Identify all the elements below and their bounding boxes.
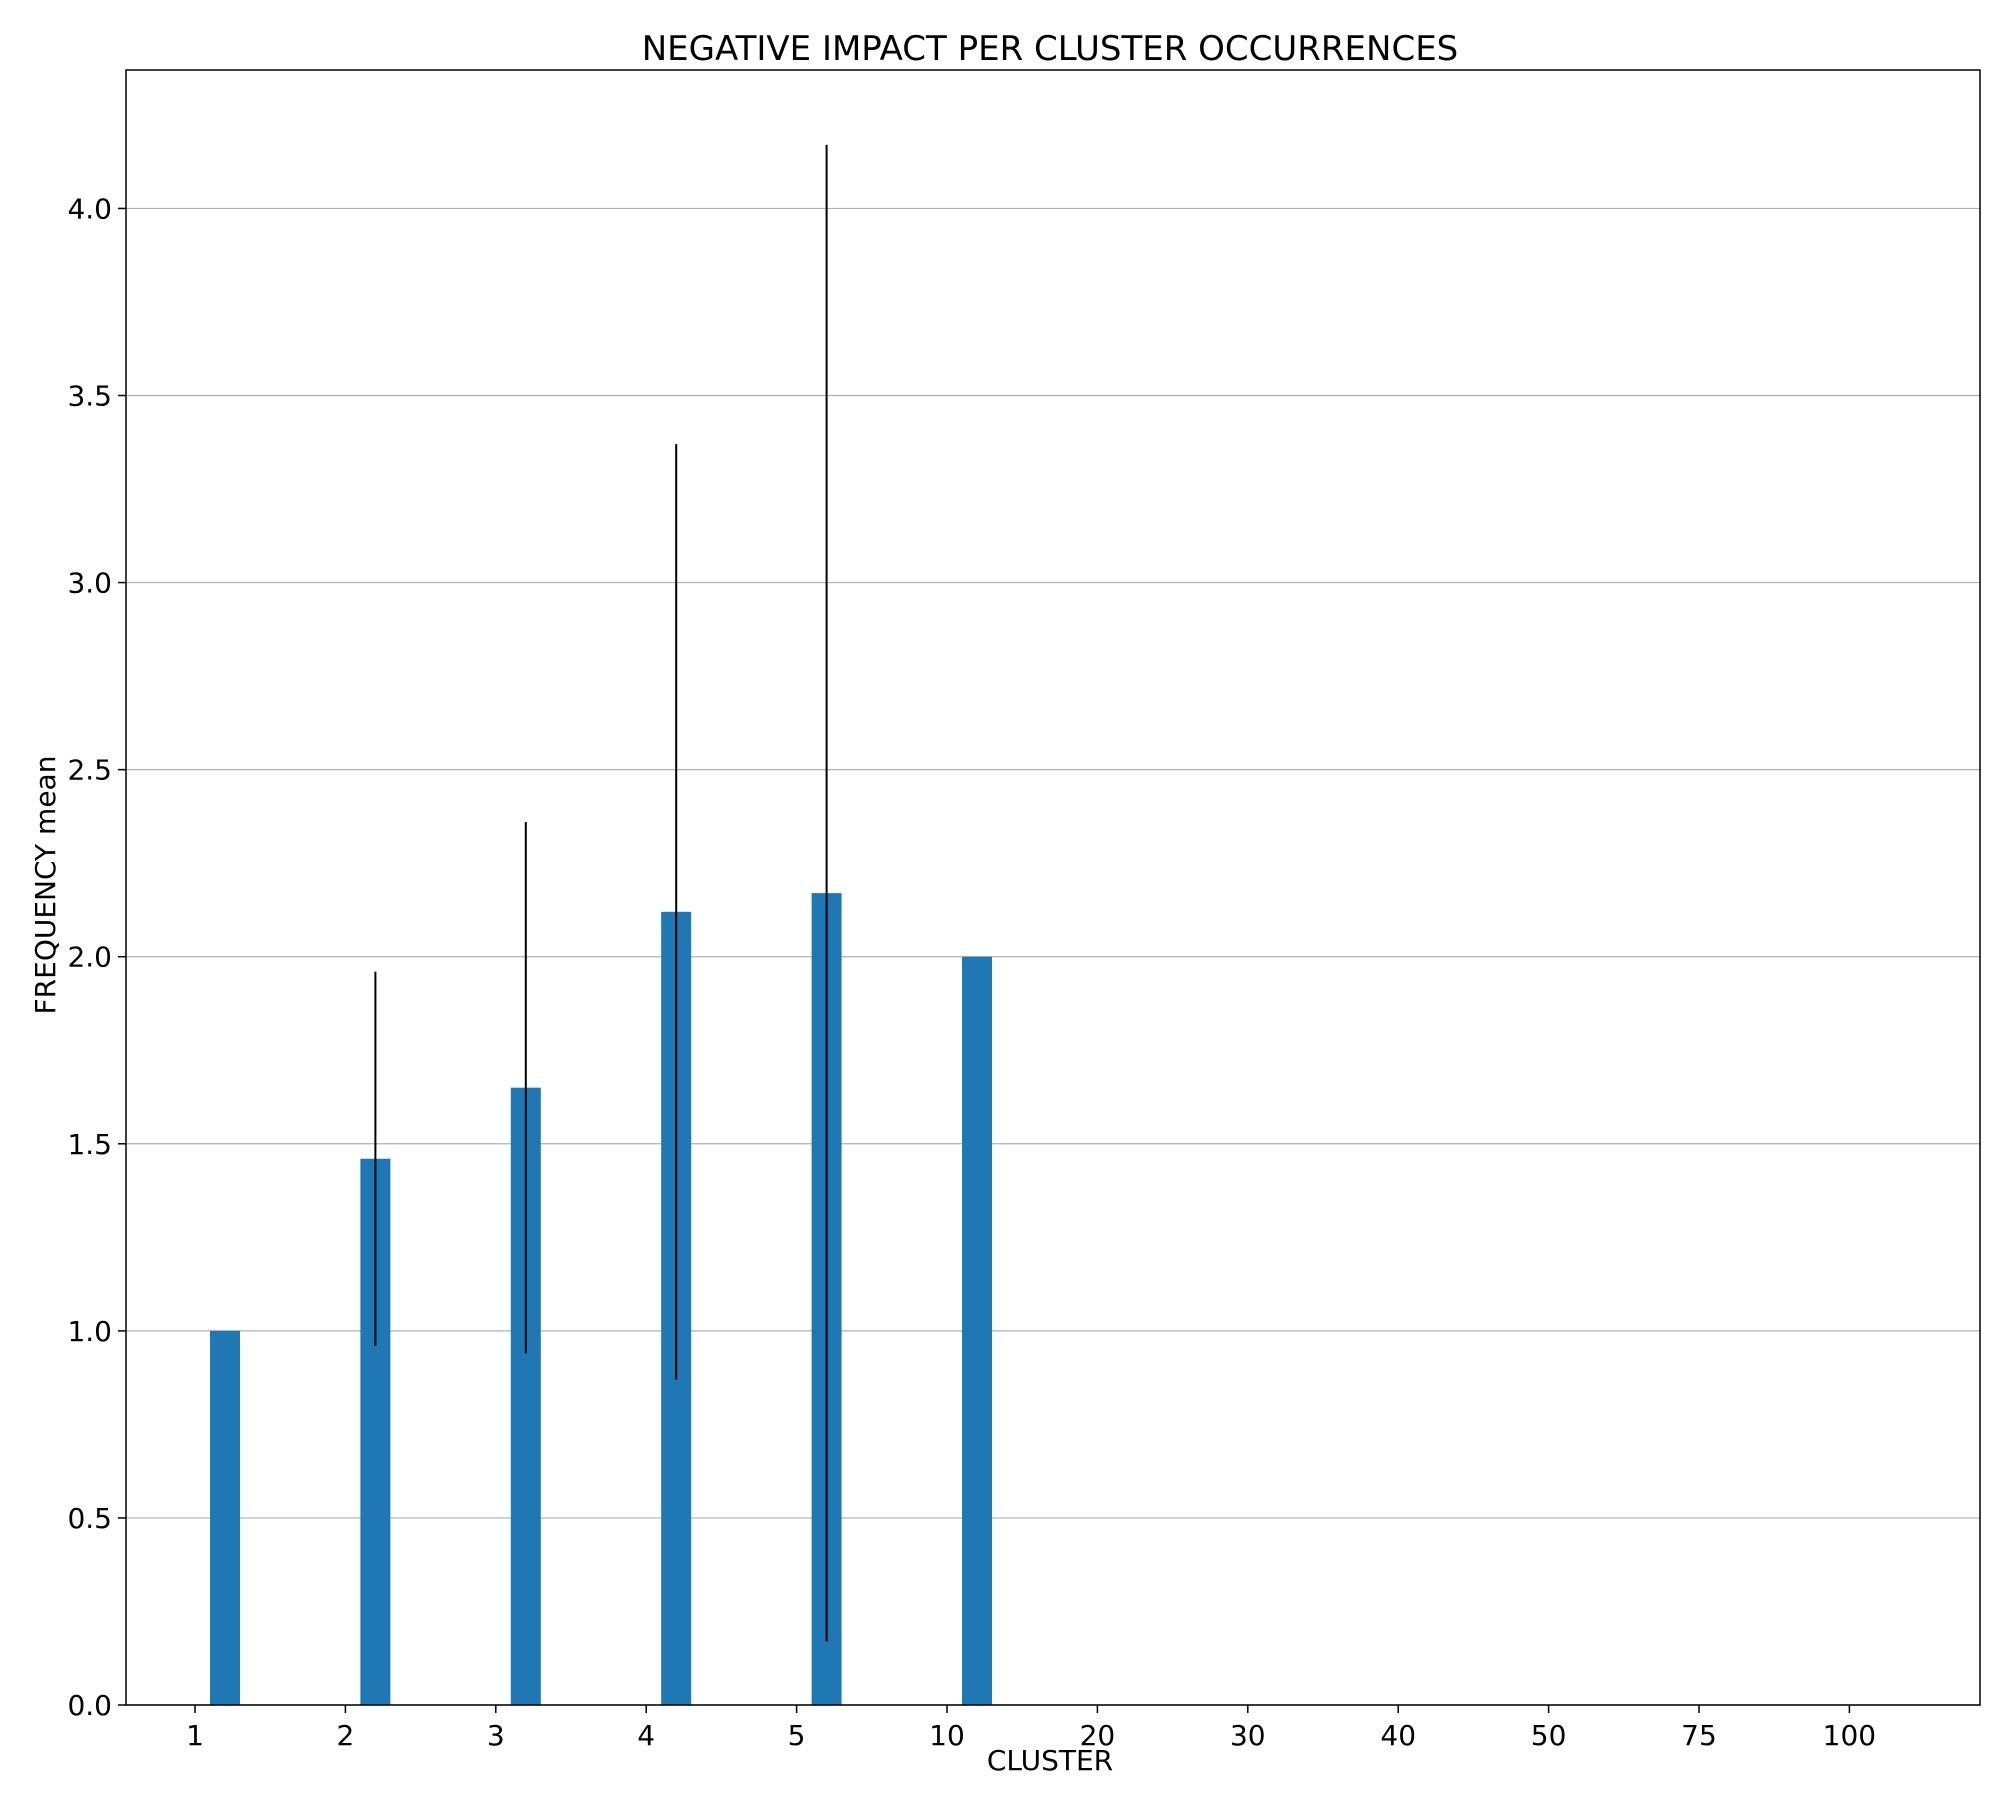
plot-frame bbox=[125, 69, 1981, 1706]
x-tick-label: 40 bbox=[1380, 1719, 1416, 1752]
y-tick-label: 4.0 bbox=[67, 192, 112, 225]
y-tick-label: 0.5 bbox=[67, 1502, 112, 1535]
y-tick-label: 2.5 bbox=[67, 754, 112, 787]
x-tick-label: 10 bbox=[929, 1719, 965, 1752]
x-tick-label: 5 bbox=[788, 1719, 806, 1752]
y-tick-label: 1.5 bbox=[67, 1128, 112, 1161]
bar-cluster-10 bbox=[962, 956, 992, 1705]
chart-title: NEGATIVE IMPACT PER CLUSTER OCCURRENCES bbox=[642, 29, 1459, 69]
y-tick-label: 0.0 bbox=[67, 1689, 112, 1722]
x-axis-ticks: 1 2 3 4 5 10 20 30 40 50 75 100 bbox=[186, 1705, 1876, 1752]
x-tick-label: 75 bbox=[1681, 1719, 1717, 1752]
x-tick-label: 30 bbox=[1230, 1719, 1266, 1752]
bars bbox=[210, 893, 992, 1705]
x-tick-label: 100 bbox=[1823, 1719, 1876, 1752]
bar-cluster-1 bbox=[210, 1330, 240, 1705]
x-tick-label: 4 bbox=[637, 1719, 655, 1752]
y-tick-label: 3.0 bbox=[67, 567, 112, 600]
y-axis-ticks: 0.0 0.5 1.0 1.5 2.0 2.5 3.0 3.5 4.0 bbox=[67, 192, 126, 1722]
x-tick-label: 3 bbox=[487, 1719, 505, 1752]
y-axis-label: FREQUENCY mean bbox=[29, 756, 62, 1015]
error-bars bbox=[374, 144, 828, 1642]
y-tick-label: 2.0 bbox=[67, 941, 112, 974]
x-tick-label: 2 bbox=[336, 1719, 354, 1752]
y-tick-label: 3.5 bbox=[67, 380, 112, 413]
x-tick-label: 50 bbox=[1531, 1719, 1567, 1752]
x-tick-label: 1 bbox=[186, 1719, 204, 1752]
gridlines bbox=[126, 207, 1980, 1706]
x-tick-label: 20 bbox=[1080, 1719, 1116, 1752]
y-tick-label: 1.0 bbox=[67, 1315, 112, 1348]
x-axis-label: CLUSTER bbox=[987, 1744, 1113, 1777]
